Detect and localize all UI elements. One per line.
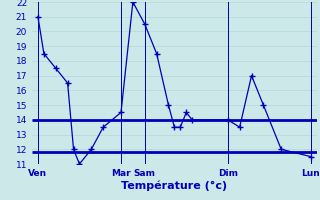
X-axis label: Température (°c): Température (°c) xyxy=(121,181,228,191)
